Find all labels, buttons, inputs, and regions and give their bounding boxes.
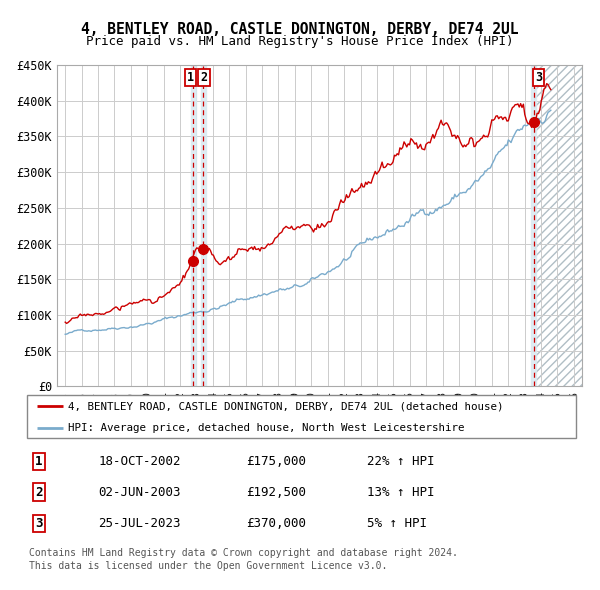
Text: HPI: Average price, detached house, North West Leicestershire: HPI: Average price, detached house, Nort… <box>68 422 464 432</box>
Text: Price paid vs. HM Land Registry's House Price Index (HPI): Price paid vs. HM Land Registry's House … <box>86 35 514 48</box>
Text: 18-OCT-2002: 18-OCT-2002 <box>98 455 181 468</box>
Text: £192,500: £192,500 <box>247 486 307 499</box>
Text: 13% ↑ HPI: 13% ↑ HPI <box>367 486 435 499</box>
Bar <box>201 65 206 386</box>
Text: 3: 3 <box>35 517 43 530</box>
Text: 22% ↑ HPI: 22% ↑ HPI <box>367 455 435 468</box>
Text: Contains HM Land Registry data © Crown copyright and database right 2024.: Contains HM Land Registry data © Crown c… <box>29 548 458 558</box>
Text: 2: 2 <box>200 71 208 84</box>
Text: 1: 1 <box>35 455 43 468</box>
Text: 1: 1 <box>187 71 194 84</box>
Text: 5% ↑ HPI: 5% ↑ HPI <box>367 517 427 530</box>
FancyBboxPatch shape <box>27 395 576 438</box>
Bar <box>535 65 582 386</box>
Bar <box>535 65 582 386</box>
Text: £175,000: £175,000 <box>247 455 307 468</box>
Bar <box>191 65 196 386</box>
Text: 2: 2 <box>35 486 43 499</box>
Text: 25-JUL-2023: 25-JUL-2023 <box>98 517 181 530</box>
Text: 4, BENTLEY ROAD, CASTLE DONINGTON, DERBY, DE74 2UL: 4, BENTLEY ROAD, CASTLE DONINGTON, DERBY… <box>81 22 519 37</box>
Text: 4, BENTLEY ROAD, CASTLE DONINGTON, DERBY, DE74 2UL (detached house): 4, BENTLEY ROAD, CASTLE DONINGTON, DERBY… <box>68 401 503 411</box>
Text: 3: 3 <box>535 71 542 84</box>
Text: £370,000: £370,000 <box>247 517 307 530</box>
Bar <box>532 65 536 386</box>
Text: This data is licensed under the Open Government Licence v3.0.: This data is licensed under the Open Gov… <box>29 560 387 571</box>
Text: 02-JUN-2003: 02-JUN-2003 <box>98 486 181 499</box>
